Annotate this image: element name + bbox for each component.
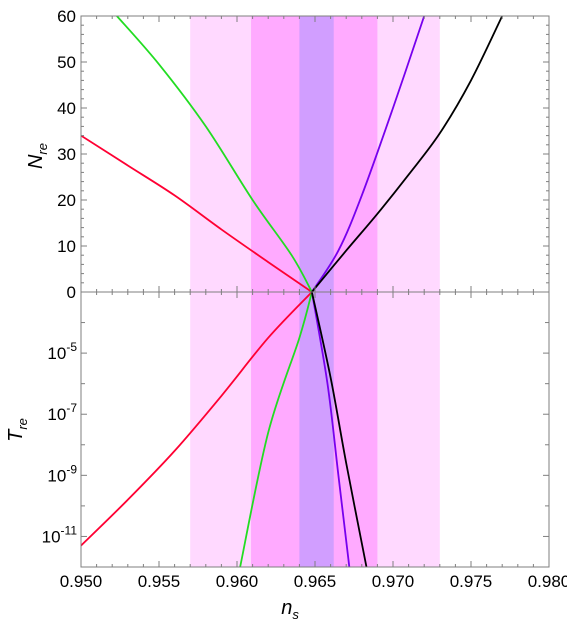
x-tick-label: 0.975 [450, 572, 493, 591]
top-series-line-4 [311, 16, 504, 292]
y-tick-label-top: 50 [57, 53, 76, 72]
top-series-line-1 [81, 134, 313, 292]
axes: 0.950 0.955 0.960 0.965 0.970 0.975 0.980 0 10 20… [42, 7, 567, 591]
top-panel-curves [81, 16, 504, 292]
top-series-line-2 [116, 16, 313, 292]
x-tick-label: 0.950 [60, 572, 103, 591]
x-axis-title: ns [281, 597, 299, 622]
bottom-panel-curves [81, 292, 368, 567]
x-tick-label: 0.960 [216, 572, 259, 591]
y-tick-label-top: 10 [57, 237, 76, 256]
y-tick-label-top: 0 [67, 283, 76, 302]
y-tick-label-bottom: 10-7 [47, 401, 77, 424]
bottom-series-line-3 [310, 292, 351, 567]
x-tick-label: 0.955 [138, 572, 181, 591]
top-series-line-3 [311, 16, 426, 292]
series-curves [81, 16, 504, 567]
y-tick-label-bottom: 10-9 [47, 462, 77, 485]
y-axis-title-top: Nre [25, 143, 50, 169]
y-tick-label-top: 60 [57, 7, 76, 26]
bottom-series-line-1 [81, 292, 313, 547]
y-tick-label-bottom: 10-11 [42, 523, 78, 546]
bottom-series-line-4 [311, 292, 368, 567]
x-tick-label: 0.965 [294, 572, 337, 591]
y-tick-label-top: 30 [57, 145, 76, 164]
y-tick-label-top: 40 [57, 99, 76, 118]
bottom-series-line-2 [239, 292, 313, 567]
x-tick-label: 0.970 [372, 572, 415, 591]
x-tick-label: 0.980 [528, 572, 567, 591]
y-tick-label-bottom: 10-5 [47, 340, 77, 363]
y-axis-title-bottom: Tre [5, 418, 30, 442]
y-tick-label-top: 20 [57, 191, 76, 210]
